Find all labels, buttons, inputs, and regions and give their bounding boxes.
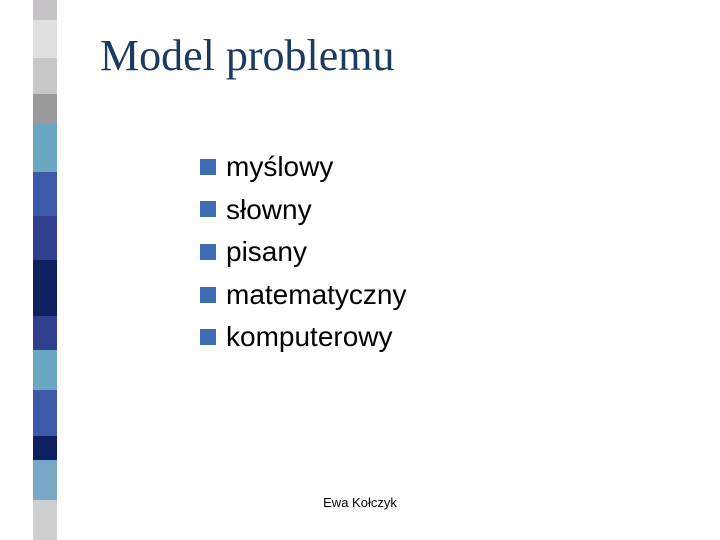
sidebar-segment xyxy=(33,350,57,390)
sidebar-segment xyxy=(33,172,57,216)
bullet-text: słowny xyxy=(226,193,312,227)
sidebar-segment xyxy=(33,460,57,500)
slide: Model problemu myślowy słowny pisany matema… xyxy=(0,0,720,540)
slide-title: Model problemu xyxy=(100,30,395,81)
list-item: komputerowy xyxy=(200,320,407,354)
list-item: matematyczny xyxy=(200,278,407,312)
bullet-text: matematyczny xyxy=(226,278,407,312)
bullet-marker-icon xyxy=(200,201,216,217)
sidebar-segment xyxy=(33,20,57,58)
footer-author: Ewa Kołczyk xyxy=(0,495,720,510)
sidebar-segment xyxy=(33,58,57,94)
bullet-text: komputerowy xyxy=(226,320,393,354)
sidebar-segment xyxy=(33,124,57,172)
sidebar-segment xyxy=(33,216,57,260)
sidebar-segment xyxy=(33,260,57,316)
decorative-sidebar xyxy=(33,0,57,540)
list-item: słowny xyxy=(200,193,407,227)
sidebar-segment xyxy=(33,0,57,20)
bullet-list: myślowy słowny pisany matematyczny komputero… xyxy=(200,150,407,363)
list-item: pisany xyxy=(200,235,407,269)
bullet-text: pisany xyxy=(226,235,307,269)
bullet-marker-icon xyxy=(200,159,216,175)
list-item: myślowy xyxy=(200,150,407,184)
sidebar-segment xyxy=(33,316,57,350)
sidebar-segment xyxy=(33,94,57,124)
sidebar-segment xyxy=(33,390,57,436)
bullet-marker-icon xyxy=(200,287,216,303)
sidebar-segment xyxy=(33,436,57,460)
bullet-marker-icon xyxy=(200,329,216,345)
bullet-marker-icon xyxy=(200,244,216,260)
bullet-text: myślowy xyxy=(226,150,333,184)
